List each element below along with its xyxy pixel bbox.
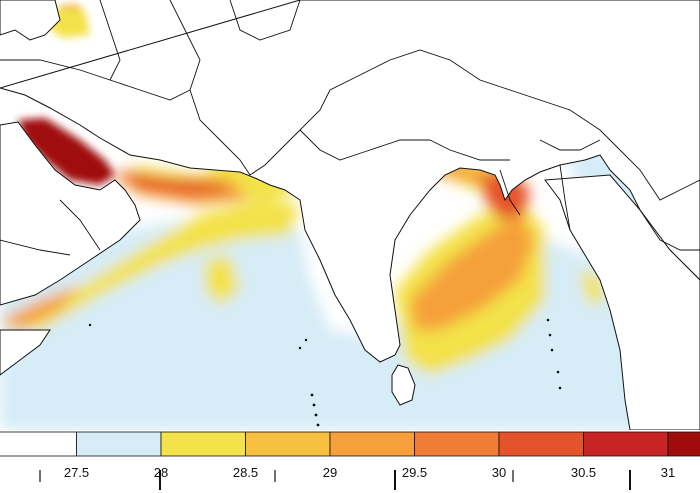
- colorbar-swatch: [414, 431, 500, 457]
- land-burma: [544, 174, 700, 430]
- landmasses: [0, 0, 700, 430]
- colorbar-swatch: [498, 431, 584, 457]
- colorbar-swatch: [0, 431, 77, 457]
- colorbar-tick-label: 31: [661, 465, 675, 480]
- border-line: [249, 69, 371, 176]
- sst-band-orange-somali: [0, 285, 80, 330]
- border-line: [499, 169, 521, 216]
- sst-band-darkred-persian-gulf: [18, 118, 115, 185]
- island: [546, 318, 550, 322]
- sst-band-orange-bay: [410, 215, 535, 330]
- border-line: [619, 149, 700, 201]
- border-line: [59, 199, 101, 251]
- border-line: [0, 239, 71, 256]
- island: [314, 413, 318, 417]
- land-sri-lanka: [391, 364, 416, 406]
- colorbar-swatch: [160, 431, 246, 457]
- colorbar-swatch: [245, 431, 331, 457]
- border-line: [169, 0, 251, 176]
- colorbar-tick-label: 27.5: [64, 465, 89, 480]
- land-topleft: [0, 0, 61, 41]
- colorbar-tick-label: 29: [323, 465, 337, 480]
- island: [548, 333, 552, 337]
- island: [310, 393, 314, 397]
- colorbar-swatch: [583, 431, 669, 457]
- island: [556, 370, 560, 374]
- sst-band-yellow-sri: [205, 255, 240, 305]
- border-line: [539, 139, 601, 151]
- colorbar-tick-label: 30.5: [571, 465, 596, 480]
- borders: [0, 0, 700, 256]
- colorbar-swatch: [667, 431, 700, 457]
- border-line: [99, 0, 121, 81]
- sst-band-yellow-arabian: [0, 200, 300, 330]
- border-line: [639, 209, 700, 251]
- land-horn-of-africa: [0, 329, 51, 376]
- border-line: [369, 49, 621, 151]
- colorbar-tick-label: 30: [492, 465, 506, 480]
- border-line: [229, 0, 301, 41]
- sst-band-red-oman: [115, 170, 235, 195]
- border-line: [299, 129, 430, 161]
- land-arabia: [0, 121, 141, 306]
- colorbar-swatch: [76, 431, 162, 457]
- island: [304, 338, 308, 342]
- island: [312, 403, 316, 407]
- island: [558, 386, 562, 390]
- colorbar-swatch: [329, 431, 415, 457]
- colorbar-tick-label: 28.5: [233, 465, 258, 480]
- island: [316, 423, 320, 427]
- border-line: [429, 139, 510, 161]
- island: [88, 323, 92, 327]
- colorbar-tick-label: 29.5: [402, 465, 427, 480]
- islands: [88, 318, 562, 427]
- land-india: [0, 0, 700, 363]
- island: [298, 346, 302, 350]
- border-line: [559, 164, 571, 231]
- island: [550, 348, 554, 352]
